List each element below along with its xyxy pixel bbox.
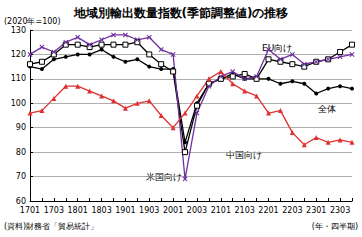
svg-text:60: 60 — [16, 197, 26, 206]
svg-text:(資料)財務省「貿易統計」: (資料)財務省「貿易統計」 — [4, 222, 98, 231]
svg-text:70: 70 — [16, 172, 26, 181]
svg-text:110: 110 — [11, 74, 26, 83]
svg-text:1701: 1701 — [20, 206, 40, 215]
svg-text:1803: 1803 — [91, 206, 111, 215]
svg-text:2001: 2001 — [163, 206, 183, 215]
svg-text:130: 130 — [11, 26, 26, 35]
svg-text:80: 80 — [16, 148, 26, 157]
svg-text:2003: 2003 — [187, 206, 207, 215]
svg-text:EU向け: EU向け — [262, 43, 292, 53]
svg-text:90: 90 — [16, 123, 26, 132]
svg-text:120: 120 — [11, 50, 26, 59]
svg-text:(年・四半期): (年・四半期) — [312, 222, 358, 231]
svg-text:中国向け: 中国向け — [226, 150, 262, 160]
svg-text:(2020年=100): (2020年=100) — [4, 17, 61, 26]
svg-text:1903: 1903 — [139, 206, 159, 215]
svg-text:1703: 1703 — [44, 206, 64, 215]
svg-text:2103: 2103 — [234, 206, 254, 215]
svg-text:2301: 2301 — [306, 206, 326, 215]
svg-text:100: 100 — [11, 99, 26, 108]
svg-text:2201: 2201 — [258, 206, 278, 215]
svg-text:2203: 2203 — [282, 206, 302, 215]
svg-text:米国向け: 米国向け — [146, 171, 182, 182]
svg-text:地域別輸出数量指数(季節調整値)の推移: 地域別輸出数量指数(季節調整値)の推移 — [73, 6, 289, 20]
svg-text:2101: 2101 — [211, 206, 231, 215]
svg-text:1801: 1801 — [68, 206, 88, 215]
svg-text:2303: 2303 — [330, 206, 350, 215]
svg-text:全体: 全体 — [318, 104, 336, 114]
svg-text:1901: 1901 — [115, 206, 135, 215]
